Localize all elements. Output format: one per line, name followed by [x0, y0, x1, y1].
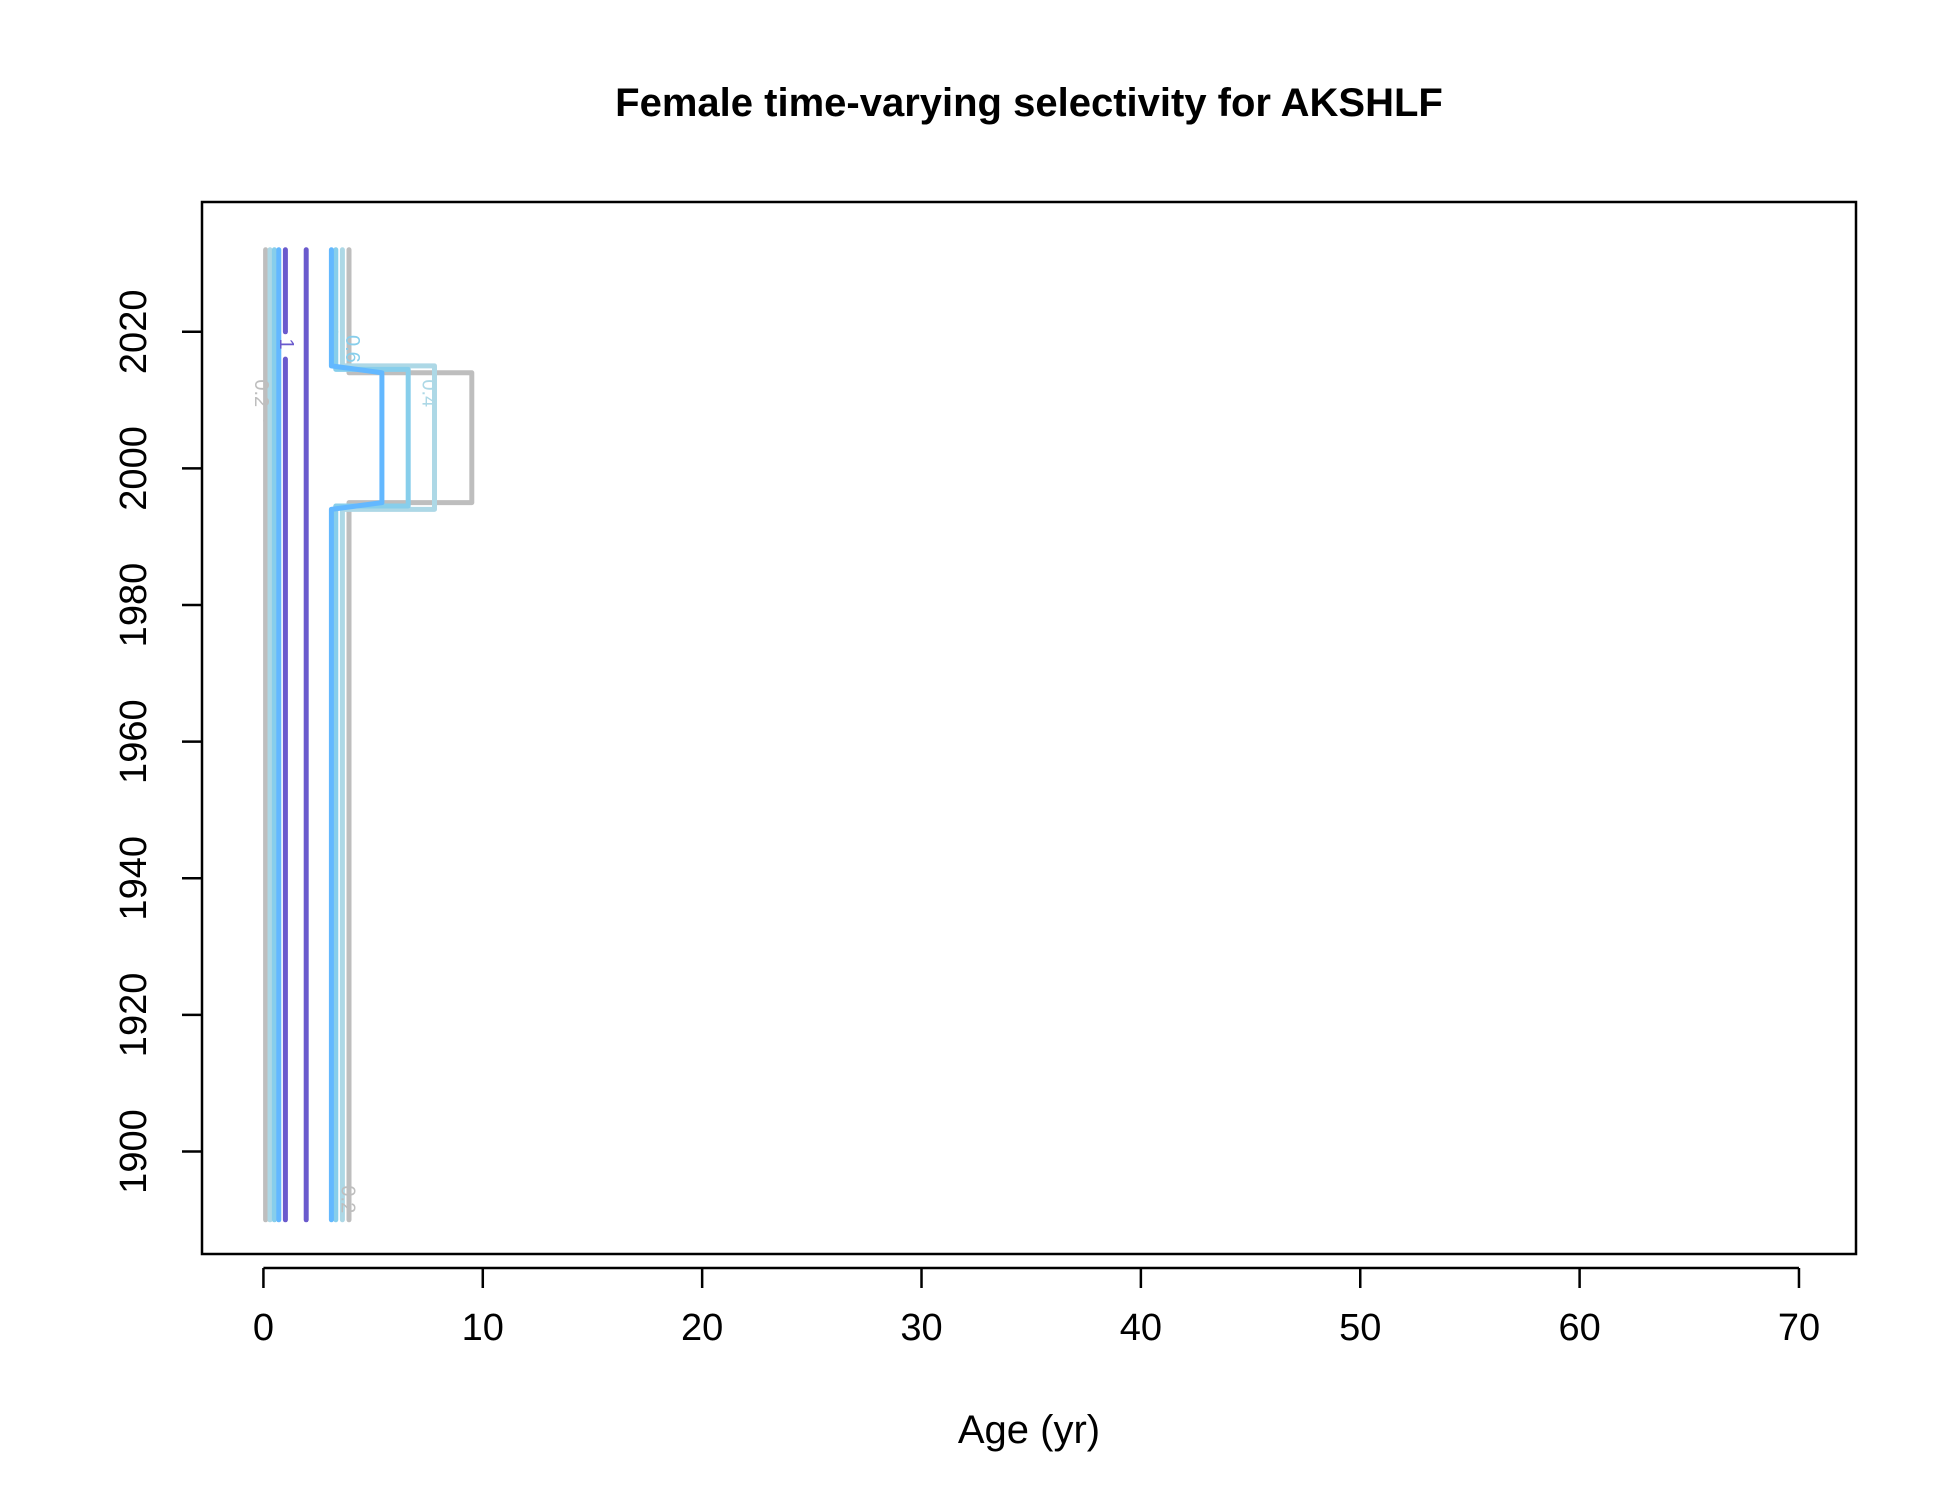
y-tick-label: 1920 — [113, 973, 155, 1058]
y-tick-label: 1900 — [113, 1109, 155, 1194]
x-tick-label: 0 — [253, 1307, 274, 1349]
contour-line-0-2 — [346, 247, 475, 1223]
x-tick-label: 50 — [1339, 1307, 1381, 1349]
x-tick-label: 40 — [1120, 1307, 1162, 1349]
x-tick-label: 60 — [1558, 1307, 1600, 1349]
contour-label: 1 — [275, 339, 297, 350]
contour-label: 0.2 — [250, 379, 272, 407]
contour-label: 0.4 — [418, 379, 440, 407]
y-tick-label: 1980 — [113, 563, 155, 648]
contour-label: 0.6 — [341, 335, 363, 363]
x-tick-label: 20 — [681, 1307, 723, 1349]
contour-label: 0.2 — [336, 1185, 358, 1213]
contour-line-0-6 — [333, 329, 411, 1223]
x-tick-label: 10 — [462, 1307, 504, 1349]
contour-labels: 0.2 1 0.6 0.4 0.2 — [250, 335, 440, 1213]
x-axis: 0 10 20 30 40 50 60 70 — [253, 1266, 1820, 1349]
chart-title: Female time-varying selectivity for AKSH… — [615, 81, 1443, 125]
contour-line-0-8 — [328, 247, 385, 1223]
contour-line-0-4 — [339, 247, 437, 424]
y-axis: 1900 1920 1940 1960 1980 2000 2020 — [113, 290, 202, 1194]
y-tick-label: 1960 — [113, 699, 155, 784]
x-axis-label: Age (yr) — [958, 1408, 1100, 1452]
x-tick-label: 30 — [900, 1307, 942, 1349]
y-tick-label: 1940 — [113, 836, 155, 921]
contour-lines — [263, 247, 475, 1223]
x-tick-label: 70 — [1778, 1307, 1820, 1349]
y-tick-label: 2000 — [113, 426, 155, 511]
contour-line-0-4 — [339, 418, 437, 1223]
plot-frame — [200, 200, 1858, 1256]
y-tick-label: 2020 — [113, 290, 155, 375]
